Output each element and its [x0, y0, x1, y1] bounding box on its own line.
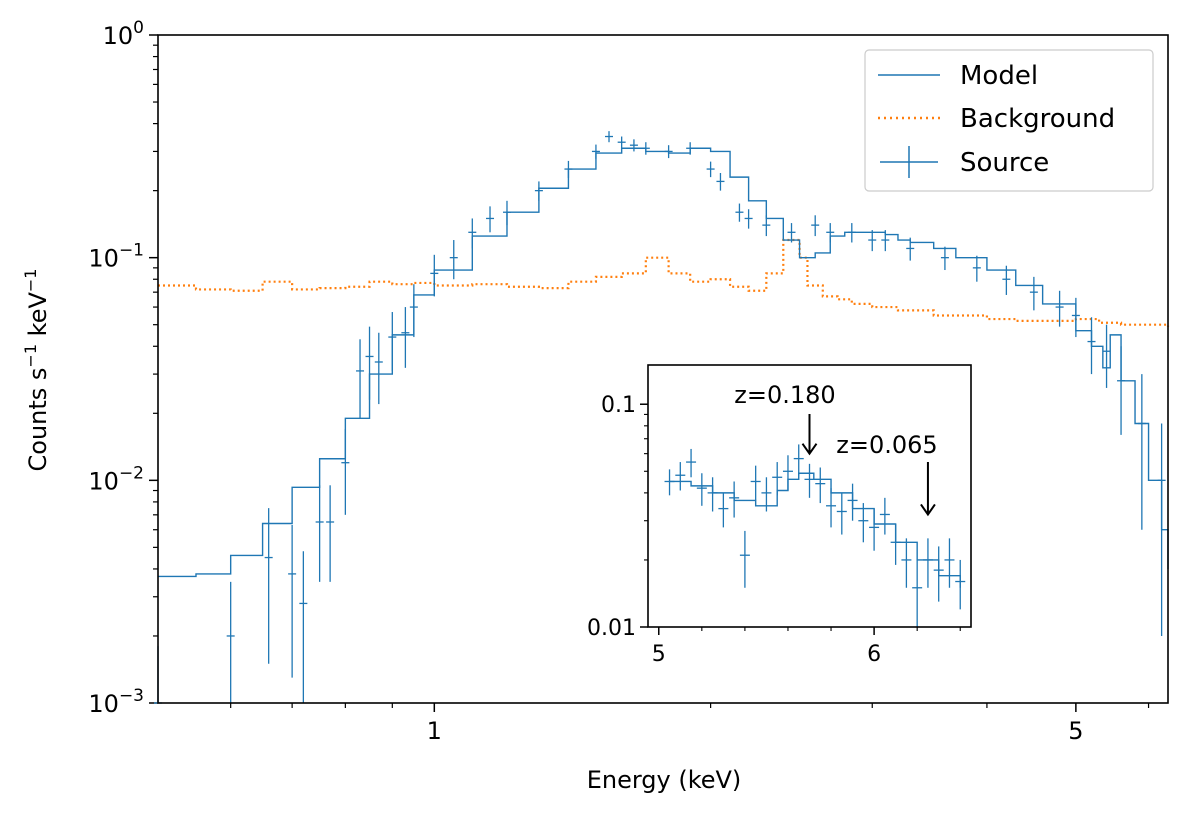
inset-y-tick-label: 0.1 [601, 393, 636, 418]
annotation-z0180-label: z=0.180 [734, 381, 835, 409]
x-tick-label: 5 [1068, 717, 1083, 745]
main-axes-frame [157, 34, 1169, 704]
legend: Model Background Source [864, 49, 1154, 192]
legend-background-label: Background [960, 104, 1115, 134]
inset-x-tick-label: 6 [867, 642, 881, 667]
legend-box [864, 49, 1154, 192]
x-tick-label: 1 [427, 717, 442, 745]
background-series-line [158, 238, 1170, 327]
y-axis-title-sup1: −1 [21, 344, 40, 368]
y-tick-label: 100 [103, 18, 144, 50]
annotation-arrows [801, 414, 936, 517]
inset-y-tick-label: 0.01 [587, 616, 636, 641]
x-axis-title: Energy (keV) [587, 766, 742, 794]
y-axis-title-mid: keV [24, 292, 52, 344]
legend-source-label: Source [960, 148, 1049, 178]
annotation-arrow-head [920, 503, 936, 517]
y-axis-title: Counts s−1 keV−1 [21, 269, 52, 472]
y-tick-label: 10−1 [88, 241, 144, 273]
y-tick-label: 10−2 [88, 463, 144, 495]
annotation-z0065-label: z=0.065 [836, 431, 937, 459]
annotation-arrow-head [801, 443, 818, 456]
inset-x-tick-label: 5 [652, 642, 666, 667]
y-tick-label: 10−3 [88, 686, 144, 718]
legend-model-label: Model [960, 61, 1038, 91]
inset-chart: 5 6 0.1 0.01 z=0.180 z=0.065 [587, 364, 972, 667]
inset-plot-area [664, 444, 966, 627]
y-axis-title-sup2: −1 [21, 269, 40, 293]
inset-frame [647, 364, 972, 628]
y-axis-title-main: Counts s [24, 368, 52, 472]
main-ticks: 1 5 100 10−1 10−2 10−3 [88, 18, 1150, 745]
